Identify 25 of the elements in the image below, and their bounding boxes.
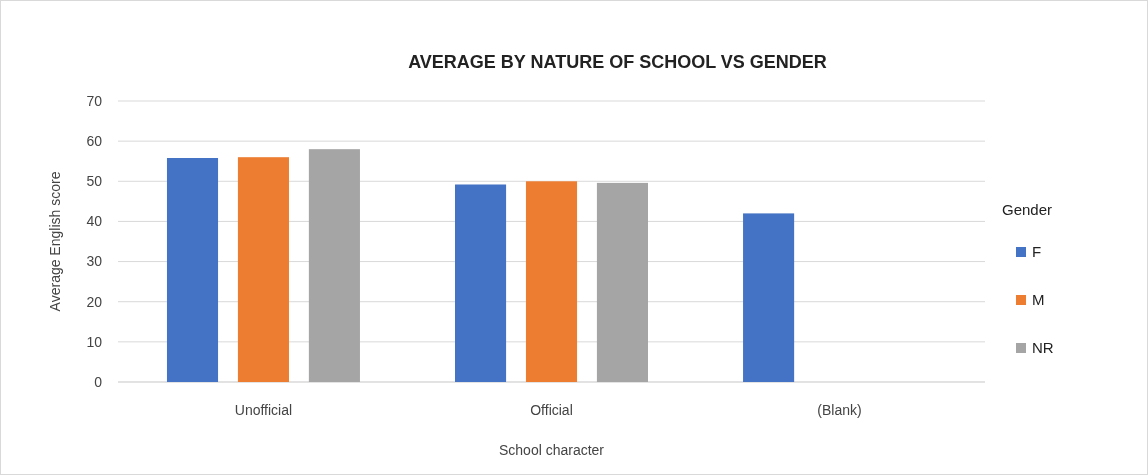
y-tick-label: 20 — [86, 293, 103, 310]
y-tick-label: 0 — [94, 373, 103, 390]
bar — [525, 181, 578, 382]
x-tick-label: Unofficial — [234, 402, 293, 418]
legend-label: M — [1032, 291, 1045, 309]
y-tick-label: 60 — [86, 133, 103, 150]
y-tick-label: 70 — [86, 92, 103, 109]
bar — [308, 149, 360, 382]
bar — [455, 184, 507, 382]
y-axis-title: Average English score — [47, 171, 63, 312]
bar — [166, 158, 219, 382]
chart-title: AVERAGE BY NATURE OF SCHOOL VS GENDER — [408, 52, 827, 72]
legend-label: F — [1032, 243, 1042, 261]
y-tick-label: 30 — [86, 253, 103, 270]
x-axis-title: School character — [498, 442, 605, 458]
y-tick-label: 50 — [86, 173, 103, 190]
bar — [596, 182, 648, 382]
y-tick-label: 10 — [86, 333, 103, 350]
x-tick-label: Official — [530, 402, 573, 418]
x-tick-label: (Blank) — [817, 402, 862, 418]
legend-label: NR — [1032, 339, 1054, 357]
y-tick-label: 40 — [86, 213, 103, 230]
bar — [743, 213, 795, 382]
bar — [237, 157, 289, 382]
legend-title: Gender — [1002, 201, 1053, 219]
